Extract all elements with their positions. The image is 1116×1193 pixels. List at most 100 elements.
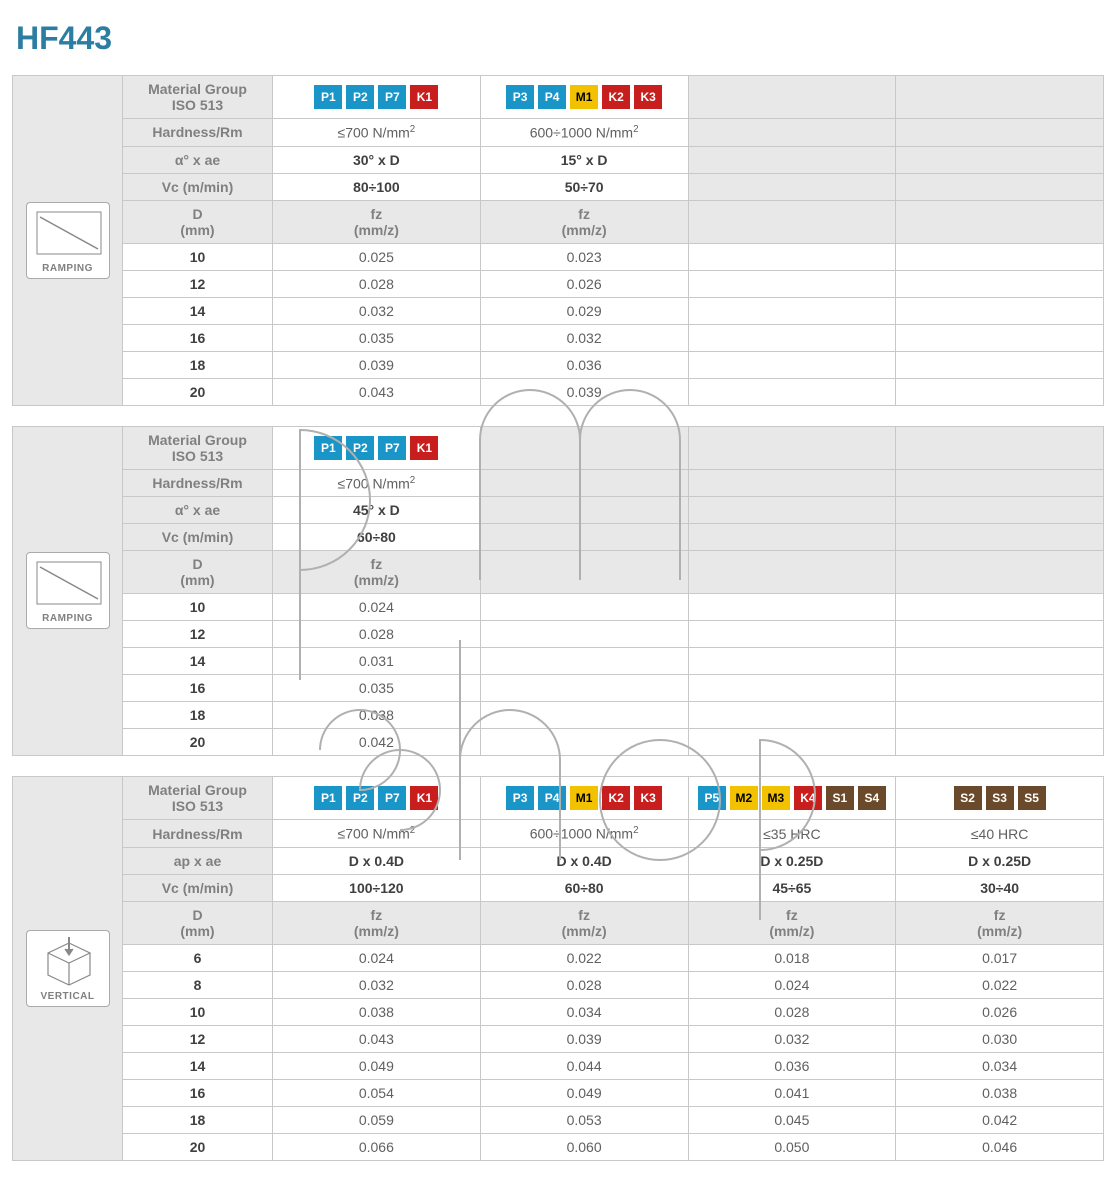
d-value: 12 bbox=[123, 1025, 273, 1052]
vertical-icon bbox=[27, 931, 111, 991]
fz-value: 0.038 bbox=[273, 702, 481, 729]
empty-cell bbox=[896, 173, 1104, 200]
fz-value bbox=[688, 324, 896, 351]
empty-cell bbox=[896, 469, 1104, 497]
operation-icon-box: RAMPING bbox=[26, 552, 110, 629]
fz-value: 0.028 bbox=[688, 998, 896, 1025]
vc-label: Vc (m/min) bbox=[123, 524, 273, 551]
d-value: 18 bbox=[123, 1106, 273, 1133]
material-chip: P4 bbox=[538, 85, 566, 109]
material-group-label: Material GroupISO 513 bbox=[123, 76, 273, 119]
fz-value: 0.026 bbox=[480, 270, 688, 297]
fz-value: 0.039 bbox=[480, 1025, 688, 1052]
fz-value: 0.035 bbox=[273, 324, 481, 351]
fz-value bbox=[896, 648, 1104, 675]
material-chip: K1 bbox=[410, 85, 438, 109]
fz-value: 0.028 bbox=[273, 270, 481, 297]
section-1: RAMPING Material GroupISO 513P1P2P7K1Har… bbox=[12, 426, 1104, 757]
fz-value: 0.032 bbox=[273, 297, 481, 324]
fz-value: 0.028 bbox=[480, 971, 688, 998]
fz-value bbox=[480, 675, 688, 702]
material-chip: P1 bbox=[314, 436, 342, 460]
fz-value bbox=[688, 594, 896, 621]
param-value: 15° x D bbox=[480, 146, 688, 173]
d-value: 16 bbox=[123, 675, 273, 702]
fz-value: 0.054 bbox=[273, 1079, 481, 1106]
fz-value bbox=[688, 702, 896, 729]
fz-value bbox=[896, 594, 1104, 621]
material-chip: M1 bbox=[570, 786, 598, 810]
cutting-data-table: Material GroupISO 513P1P2P7K1P3P4M1K2K3H… bbox=[122, 75, 1104, 406]
hardness-value: ≤700 N/mm2 bbox=[273, 469, 481, 497]
material-chip: P2 bbox=[346, 786, 374, 810]
fz-value: 0.032 bbox=[273, 971, 481, 998]
section-0: RAMPING Material GroupISO 513P1P2P7K1P3P… bbox=[12, 75, 1104, 406]
material-chip: P3 bbox=[506, 786, 534, 810]
fz-value: 0.034 bbox=[480, 998, 688, 1025]
vc-label: Vc (m/min) bbox=[123, 173, 273, 200]
vc-value: 50÷70 bbox=[480, 173, 688, 200]
material-chip: P1 bbox=[314, 85, 342, 109]
fz-value bbox=[688, 675, 896, 702]
material-chip: M3 bbox=[762, 786, 790, 810]
d-header: D(mm) bbox=[123, 200, 273, 243]
d-value: 20 bbox=[123, 1133, 273, 1160]
empty-cell bbox=[688, 173, 896, 200]
ramping-icon bbox=[27, 553, 111, 613]
d-value: 10 bbox=[123, 243, 273, 270]
vc-value: 60÷80 bbox=[273, 524, 481, 551]
material-chips-cell: P3P4M1K2K3 bbox=[480, 777, 688, 820]
fz-value: 0.031 bbox=[273, 648, 481, 675]
empty-cell bbox=[688, 76, 896, 119]
material-chip: M2 bbox=[730, 786, 758, 810]
material-chips-cell: P5M2M3K4S1S4 bbox=[688, 777, 896, 820]
hardness-label: Hardness/Rm bbox=[123, 119, 273, 147]
fz-value bbox=[688, 729, 896, 756]
operation-icon-col: VERTICAL bbox=[12, 776, 122, 1161]
param-label: ap x ae bbox=[123, 847, 273, 874]
fz-value: 0.035 bbox=[273, 675, 481, 702]
material-chip: P2 bbox=[346, 85, 374, 109]
material-chip: K2 bbox=[602, 786, 630, 810]
fz-value: 0.042 bbox=[896, 1106, 1104, 1133]
material-chip: K2 bbox=[602, 85, 630, 109]
d-value: 10 bbox=[123, 998, 273, 1025]
fz-value: 0.038 bbox=[896, 1079, 1104, 1106]
operation-icon-col: RAMPING bbox=[12, 75, 122, 406]
hardness-value: ≤700 N/mm2 bbox=[273, 820, 481, 848]
fz-value: 0.024 bbox=[273, 594, 481, 621]
empty-cell bbox=[480, 551, 688, 594]
param-label: α° x ae bbox=[123, 497, 273, 524]
vc-value: 30÷40 bbox=[896, 874, 1104, 901]
material-group-label: Material GroupISO 513 bbox=[123, 777, 273, 820]
material-chip: P5 bbox=[698, 786, 726, 810]
empty-cell bbox=[688, 469, 896, 497]
material-chips-cell: P1P2P7K1 bbox=[273, 426, 481, 469]
fz-value bbox=[896, 621, 1104, 648]
fz-value bbox=[480, 594, 688, 621]
d-value: 12 bbox=[123, 270, 273, 297]
empty-cell bbox=[896, 146, 1104, 173]
fz-value: 0.032 bbox=[480, 324, 688, 351]
fz-value bbox=[688, 270, 896, 297]
param-label: α° x ae bbox=[123, 146, 273, 173]
d-value: 20 bbox=[123, 378, 273, 405]
fz-header: fz(mm/z) bbox=[273, 200, 481, 243]
d-value: 8 bbox=[123, 971, 273, 998]
empty-cell bbox=[896, 119, 1104, 147]
ramping-icon bbox=[27, 203, 111, 263]
d-value: 10 bbox=[123, 594, 273, 621]
fz-value: 0.036 bbox=[480, 351, 688, 378]
material-chips-cell: S2S3S5 bbox=[896, 777, 1104, 820]
fz-value: 0.043 bbox=[273, 1025, 481, 1052]
material-chip: K3 bbox=[634, 786, 662, 810]
fz-value bbox=[688, 648, 896, 675]
material-chip: P1 bbox=[314, 786, 342, 810]
fz-value bbox=[896, 270, 1104, 297]
d-header: D(mm) bbox=[123, 551, 273, 594]
fz-value: 0.032 bbox=[688, 1025, 896, 1052]
hardness-value: ≤40 HRC bbox=[896, 820, 1104, 848]
fz-value: 0.049 bbox=[273, 1052, 481, 1079]
param-value: D x 0.25D bbox=[896, 847, 1104, 874]
fz-value: 0.024 bbox=[688, 971, 896, 998]
